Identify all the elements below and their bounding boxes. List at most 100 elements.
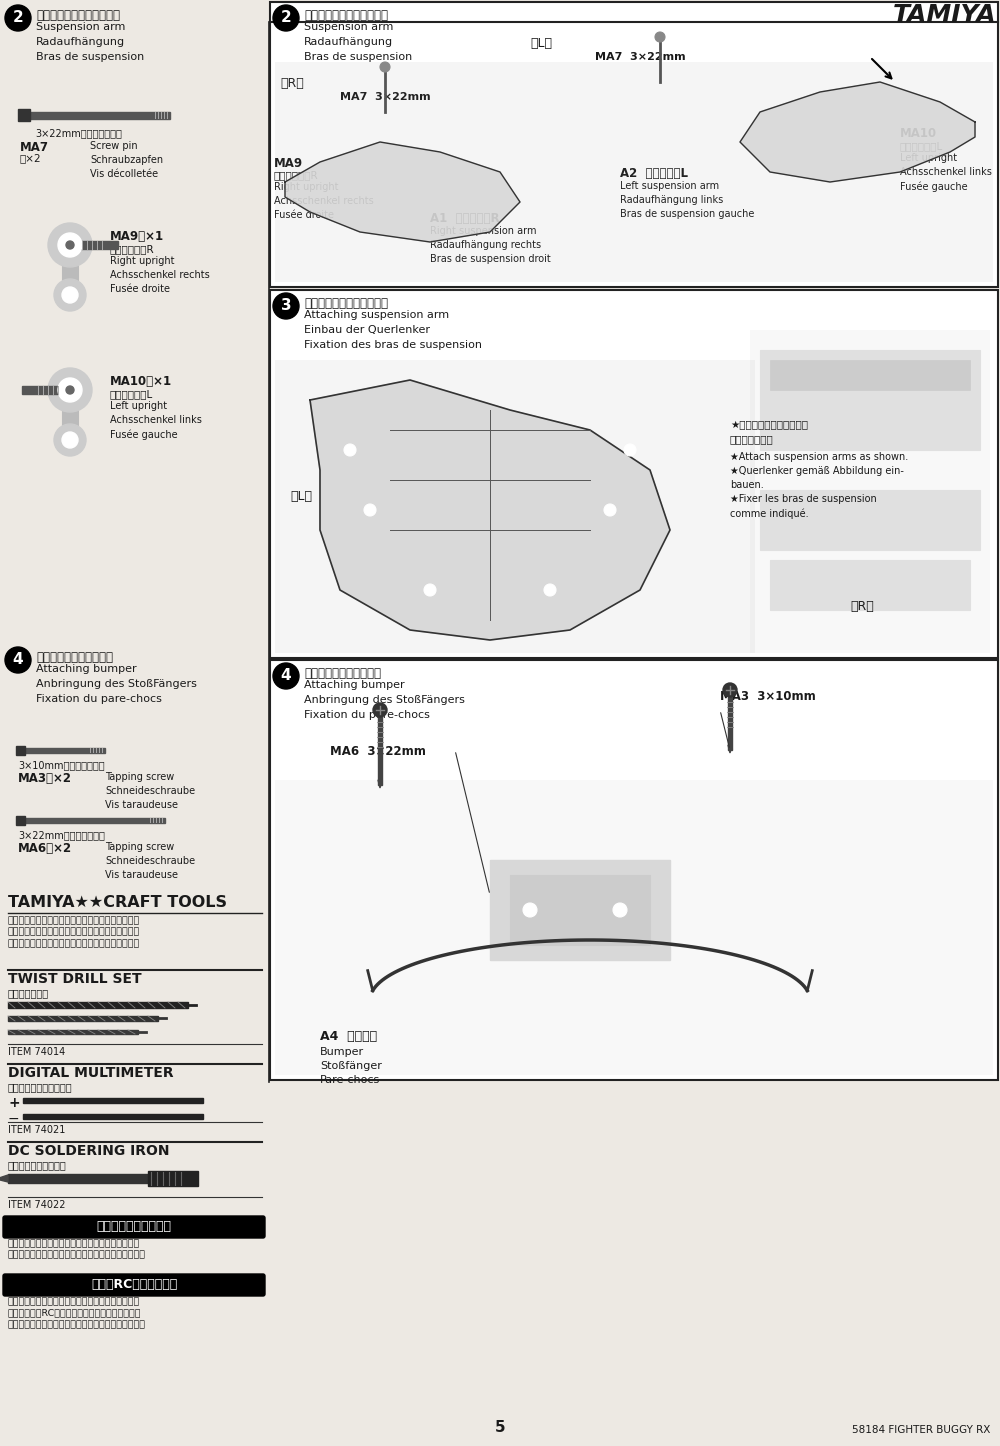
Text: Tapping screw
Schneideschraube
Vis taraudeuse: Tapping screw Schneideschraube Vis tarau…: [105, 842, 195, 881]
Text: MA7  3×22mm: MA7 3×22mm: [595, 52, 686, 62]
Circle shape: [54, 424, 86, 455]
Bar: [78, 241, 118, 249]
Text: 〈L〉: 〈L〉: [290, 490, 312, 503]
Text: MA6  3×22mm: MA6 3×22mm: [330, 745, 426, 758]
Text: MA6・×2: MA6・×2: [18, 842, 72, 855]
Text: A1  サスアームR: A1 サスアームR: [430, 213, 500, 226]
Text: Right upright
Achsschenkel rechts
Fusée droite: Right upright Achsschenkel rechts Fusée …: [110, 256, 210, 294]
Bar: [18, 108, 30, 121]
Circle shape: [424, 584, 436, 596]
Text: ★左図の様にサスアームを
とりつけます。: ★左図の様にサスアームを とりつけます。: [730, 419, 808, 444]
Bar: [750, 330, 990, 654]
Bar: [510, 875, 650, 946]
Text: MA9: MA9: [274, 158, 303, 171]
Circle shape: [624, 444, 636, 455]
Text: Left suspension arm
Radaufhängung links
Bras de suspension gauche: Left suspension arm Radaufhängung links …: [620, 181, 754, 218]
Bar: [728, 697, 732, 750]
Circle shape: [48, 367, 92, 412]
Text: 4: 4: [13, 652, 23, 668]
Bar: [270, 0, 998, 22]
Circle shape: [344, 444, 356, 455]
Text: ★Querlenker gemäß Abbildung ein-
bauen.: ★Querlenker gemäß Abbildung ein- bauen.: [730, 466, 904, 490]
Text: ★Fixer les bras de suspension
comme indiqué.: ★Fixer les bras de suspension comme indi…: [730, 495, 877, 519]
FancyBboxPatch shape: [3, 1216, 265, 1238]
Text: Attaching bumper
Anbringung des StoßFängers
Fixation du pare-chocs: Attaching bumper Anbringung des StoßFäng…: [304, 680, 465, 720]
Bar: [16, 816, 25, 826]
Circle shape: [544, 584, 556, 596]
Text: 〈L〉: 〈L〉: [530, 38, 552, 51]
Circle shape: [723, 683, 737, 697]
Polygon shape: [728, 745, 732, 753]
Text: 〈R〉: 〈R〉: [280, 77, 304, 90]
Text: 4: 4: [281, 668, 291, 684]
Circle shape: [604, 505, 616, 516]
Bar: [760, 350, 980, 450]
Bar: [23, 1113, 203, 1119]
Text: アップライトL: アップライトL: [900, 142, 943, 150]
Bar: [378, 717, 382, 785]
Text: 》バンパーのとりつけ》: 》バンパーのとりつけ》: [304, 667, 381, 680]
Text: タミヤデジタルテスター: タミヤデジタルテスター: [8, 1082, 73, 1092]
Text: Left upright
Achsschenkel links
Fusée gauche: Left upright Achsschenkel links Fusée ga…: [900, 153, 992, 192]
Bar: [25, 818, 165, 823]
Bar: [62, 390, 78, 440]
Text: ポータブルはんだこて: ポータブルはんだこて: [8, 1160, 67, 1170]
Text: MA3  3×10mm: MA3 3×10mm: [720, 690, 816, 703]
Bar: [62, 244, 78, 295]
Text: ITEM 74021: ITEM 74021: [8, 1125, 65, 1135]
Bar: [270, 659, 998, 1080]
Text: Tapping screw
Schneideschraube
Vis taraudeuse: Tapping screw Schneideschraube Vis tarau…: [105, 772, 195, 810]
Text: Bumper
Stoßfänger
Pare-chocs: Bumper Stoßfänger Pare-chocs: [320, 1047, 382, 1084]
Circle shape: [273, 4, 299, 30]
Bar: [25, 748, 105, 753]
Circle shape: [58, 377, 82, 402]
Circle shape: [380, 62, 390, 72]
Polygon shape: [285, 142, 520, 241]
Circle shape: [655, 32, 665, 42]
Bar: [0, 1082, 998, 1446]
Text: Suspension arm
Radaufhängung
Bras de suspension: Suspension arm Radaufhängung Bras de sus…: [36, 22, 144, 62]
Bar: [770, 360, 970, 390]
Text: A4  バンパー: A4 バンパー: [320, 1030, 377, 1043]
Text: 》サスアームのくみたて》: 》サスアームのくみたて》: [304, 9, 388, 22]
Bar: [22, 386, 62, 393]
Text: +: +: [8, 1096, 20, 1111]
Bar: [23, 1098, 203, 1103]
Circle shape: [5, 646, 31, 672]
Text: Suspension arm
Radaufhängung
Bras de suspension: Suspension arm Radaufhängung Bras de sus…: [304, 22, 412, 62]
Bar: [760, 490, 980, 549]
Polygon shape: [310, 380, 670, 641]
Text: ・×2: ・×2: [20, 153, 42, 163]
Text: アップライトR: アップライトR: [274, 171, 319, 179]
Bar: [8, 1017, 158, 1021]
Text: −: −: [8, 1112, 20, 1126]
Circle shape: [523, 902, 537, 917]
Circle shape: [54, 279, 86, 311]
Text: タミヤRCガイドブック: タミヤRCガイドブック: [91, 1278, 177, 1291]
Bar: [16, 746, 25, 755]
Text: TAMIYA: TAMIYA: [892, 3, 996, 27]
Text: 2: 2: [13, 10, 23, 26]
Bar: [8, 1030, 138, 1034]
Text: Left upright
Achsschenkel links
Fusée gauche: Left upright Achsschenkel links Fusée ga…: [110, 401, 202, 440]
Text: 3×22mmスクリューピン: 3×22mmスクリューピン: [35, 129, 122, 137]
Text: 》バンパーのとりつけ》: 》バンパーのとりつけ》: [36, 651, 113, 664]
Text: MA10・×1: MA10・×1: [110, 375, 172, 388]
Text: A2  サスアームL: A2 サスアームL: [620, 166, 688, 179]
Polygon shape: [740, 82, 975, 182]
Text: Attaching suspension arm
Einbau der Querlenker
Fixation des bras de suspension: Attaching suspension arm Einbau der Quer…: [304, 309, 482, 350]
Circle shape: [66, 386, 74, 393]
Text: 3×10mmタッピングビス: 3×10mmタッピングビス: [18, 761, 105, 771]
Bar: [8, 1002, 188, 1008]
Text: アップライトL: アップライトL: [110, 389, 153, 399]
Text: ★Attach suspension arms as shown.: ★Attach suspension arms as shown.: [730, 453, 908, 463]
Bar: [770, 560, 970, 610]
Text: Right suspension arm
Radaufhängung rechts
Bras de suspension droit: Right suspension arm Radaufhängung recht…: [430, 226, 551, 265]
Text: タミヤの総合カタログ: タミヤの総合カタログ: [96, 1220, 172, 1233]
Text: ITEM 74014: ITEM 74014: [8, 1047, 65, 1057]
Text: DIGITAL MULTIMETER: DIGITAL MULTIMETER: [8, 1066, 174, 1080]
Text: 》サスアームのとりつけ》: 》サスアームのとりつけ》: [304, 296, 388, 309]
FancyBboxPatch shape: [3, 1274, 265, 1296]
Text: 電動ラジオコントロールをより楽しむ方へのガイド
ブックです。RCの基本的な知識、競技の仕方等を
詳しく解説、ご希望の方は模型店におたずね下さい。: 電動ラジオコントロールをより楽しむ方へのガイド ブックです。RCの基本的な知識、…: [8, 1297, 146, 1330]
Text: 5: 5: [495, 1420, 505, 1434]
